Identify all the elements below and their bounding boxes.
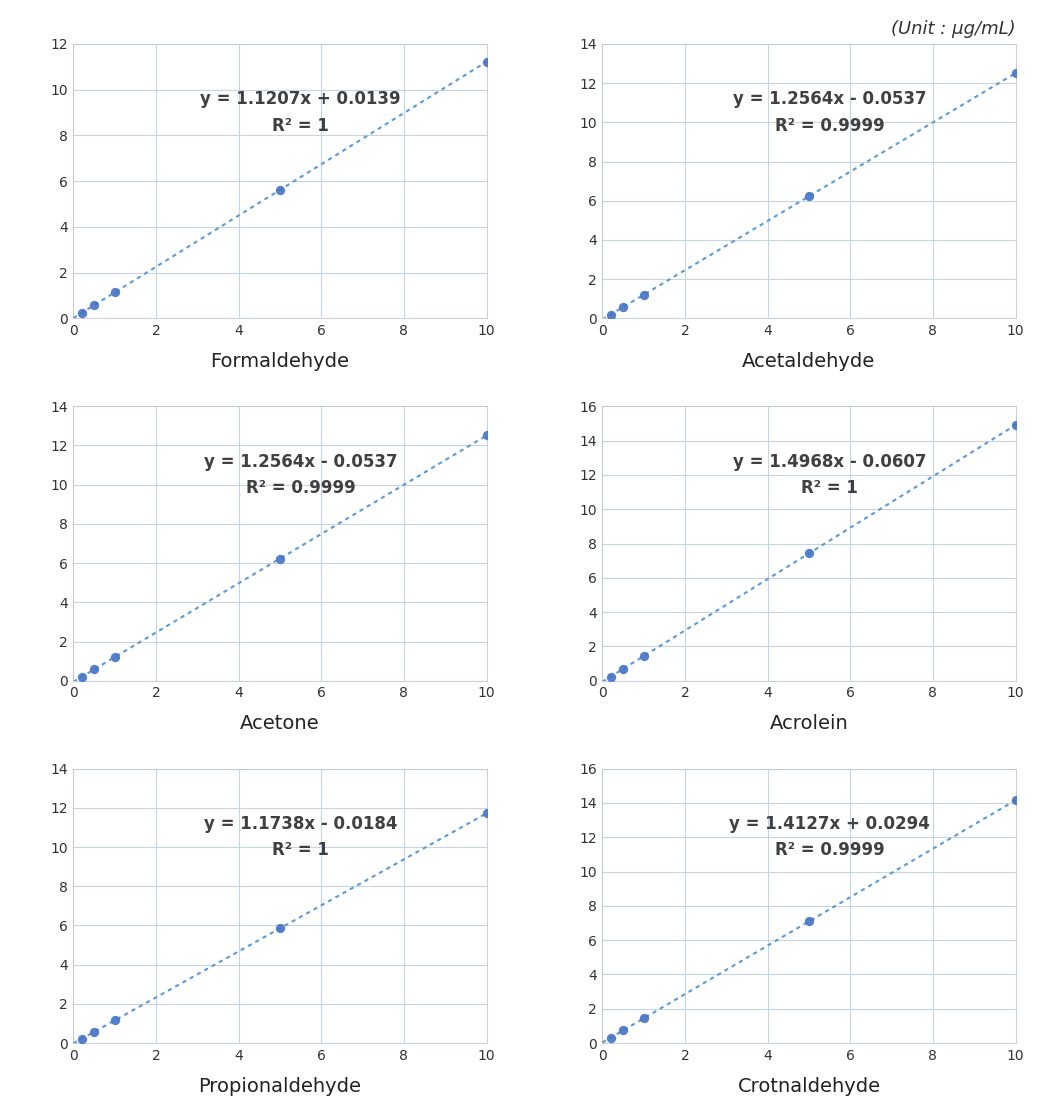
Point (271, 920, 288, 938)
Point (602, 1029, 619, 1046)
Point (615, 660, 631, 677)
Point (636, 1009, 652, 1027)
Point (106, 283, 122, 301)
Point (615, 1022, 631, 1040)
Point (73, 668, 90, 685)
X-axis label: Acetaldehyde: Acetaldehyde (742, 351, 875, 371)
Point (636, 287, 652, 304)
Point (86, 661, 103, 679)
Point (1007, 792, 1024, 809)
Point (801, 912, 818, 930)
Point (478, 427, 495, 445)
Point (602, 305, 619, 323)
Text: y = 1.2564x - 0.0537
R² = 0.9999: y = 1.2564x - 0.0537 R² = 0.9999 (204, 452, 398, 497)
Point (636, 648, 652, 665)
Text: y = 1.2564x - 0.0537
R² = 0.9999: y = 1.2564x - 0.0537 R² = 0.9999 (733, 90, 927, 135)
Point (1007, 65, 1024, 82)
Text: y = 1.1207x + 0.0139
R² = 1: y = 1.1207x + 0.0139 R² = 1 (200, 90, 401, 135)
Point (271, 550, 288, 568)
Point (1007, 416, 1024, 434)
X-axis label: Acetone: Acetone (240, 714, 319, 733)
Point (73, 1030, 90, 1047)
Point (801, 545, 818, 562)
Point (106, 649, 122, 666)
Point (86, 1023, 103, 1041)
Point (478, 805, 495, 822)
Text: y = 1.4127x + 0.0294
R² = 0.9999: y = 1.4127x + 0.0294 R² = 0.9999 (729, 815, 930, 860)
Point (86, 296, 103, 314)
Point (801, 188, 818, 205)
Text: y = 1.4968x - 0.0607
R² = 1: y = 1.4968x - 0.0607 R² = 1 (733, 452, 927, 497)
X-axis label: Acrolein: Acrolein (770, 714, 848, 733)
Text: (Unit : μg/mL): (Unit : μg/mL) (891, 20, 1016, 37)
Point (106, 1011, 122, 1029)
X-axis label: Crotnaldehyde: Crotnaldehyde (737, 1076, 881, 1096)
Point (73, 304, 90, 322)
Point (615, 299, 631, 316)
X-axis label: Propionaldehyde: Propionaldehyde (199, 1076, 361, 1096)
Point (271, 181, 288, 199)
X-axis label: Formaldehyde: Formaldehyde (210, 351, 350, 371)
Point (602, 668, 619, 685)
Text: y = 1.1738x - 0.0184
R² = 1: y = 1.1738x - 0.0184 R² = 1 (204, 815, 398, 860)
Point (478, 53, 495, 70)
